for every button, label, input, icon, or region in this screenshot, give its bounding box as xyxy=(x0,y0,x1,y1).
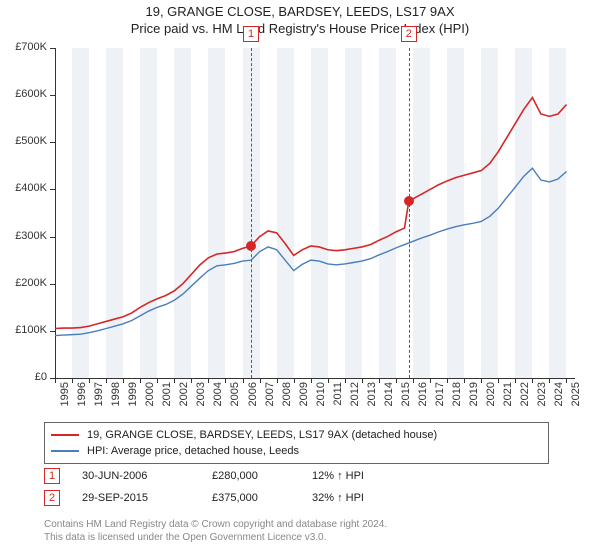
x-tick-label: 2009 xyxy=(298,382,310,422)
x-tick-label: 2018 xyxy=(451,382,463,422)
x-axis-line xyxy=(55,378,575,379)
title-subtitle: Price paid vs. HM Land Registry's House … xyxy=(0,21,600,38)
legend-item-hpi: HPI: Average price, detached house, Leed… xyxy=(51,443,542,459)
x-tick-label: 1998 xyxy=(110,382,122,422)
x-tick-label: 2015 xyxy=(400,382,412,422)
x-tick-label: 2008 xyxy=(281,382,293,422)
transaction-price: £280,000 xyxy=(212,470,312,482)
x-tick-label: 2020 xyxy=(485,382,497,422)
sale-point-2 xyxy=(404,196,414,206)
series-hpi xyxy=(55,168,566,335)
x-tick-label: 2021 xyxy=(502,382,514,422)
x-tick-label: 2022 xyxy=(519,382,531,422)
x-tick-label: 2019 xyxy=(468,382,480,422)
marker-label-2: 2 xyxy=(401,26,417,42)
y-tick-label: £700K xyxy=(0,41,47,53)
plot-area: 12 xyxy=(55,48,575,378)
footer-attribution: Contains HM Land Registry data © Crown c… xyxy=(44,518,387,544)
x-tick-label: 2002 xyxy=(178,382,190,422)
x-tick-label: 1995 xyxy=(59,382,71,422)
transaction-marker-2: 2 xyxy=(44,490,60,506)
transaction-table: 1 30-JUN-2006 £280,000 12% ↑ HPI 2 29-SE… xyxy=(44,466,432,510)
marker-label-1: 1 xyxy=(243,26,259,42)
line-series-svg xyxy=(55,48,575,378)
legend-label-price-paid: 19, GRANGE CLOSE, BARDSEY, LEEDS, LS17 9… xyxy=(87,429,437,441)
x-tick-label: 2001 xyxy=(161,382,173,422)
title-address: 19, GRANGE CLOSE, BARDSEY, LEEDS, LS17 9… xyxy=(0,4,600,21)
transaction-row: 1 30-JUN-2006 £280,000 12% ↑ HPI xyxy=(44,466,432,486)
transaction-marker-1: 1 xyxy=(44,468,60,484)
x-tick-label: 2006 xyxy=(247,382,259,422)
y-tick-label: £300K xyxy=(0,230,47,242)
x-tick-label: 2003 xyxy=(195,382,207,422)
chart-container: 19, GRANGE CLOSE, BARDSEY, LEEDS, LS17 9… xyxy=(0,0,600,560)
y-tick-label: £0 xyxy=(0,371,47,383)
marker-line-2 xyxy=(409,48,410,378)
x-tick-label: 2010 xyxy=(315,382,327,422)
x-tick-label: 2000 xyxy=(144,382,156,422)
y-tick-label: £600K xyxy=(0,88,47,100)
y-tick-label: £500K xyxy=(0,135,47,147)
transaction-date: 30-JUN-2006 xyxy=(82,470,212,482)
legend-item-price-paid: 19, GRANGE CLOSE, BARDSEY, LEEDS, LS17 9… xyxy=(51,427,542,443)
transaction-date: 29-SEP-2015 xyxy=(82,492,212,504)
sale-point-1 xyxy=(246,241,256,251)
x-tick-label: 2012 xyxy=(349,382,361,422)
x-tick-label: 2023 xyxy=(536,382,548,422)
legend-swatch-hpi xyxy=(51,450,79,452)
chart-area: 12 1995199619971998199920002001200220032… xyxy=(55,48,575,378)
transaction-diff: 12% ↑ HPI xyxy=(312,470,432,482)
y-tick-label: £400K xyxy=(0,182,47,194)
y-tick-label: £200K xyxy=(0,277,47,289)
x-tick-label: 1996 xyxy=(76,382,88,422)
y-tick-label: £100K xyxy=(0,324,47,336)
series-price_paid xyxy=(55,98,566,329)
footer-line-2: This data is licensed under the Open Gov… xyxy=(44,531,387,544)
x-tick-label: 2024 xyxy=(553,382,565,422)
x-tick-label: 2016 xyxy=(417,382,429,422)
x-tick-label: 2014 xyxy=(383,382,395,422)
title-block: 19, GRANGE CLOSE, BARDSEY, LEEDS, LS17 9… xyxy=(0,0,600,38)
footer-line-1: Contains HM Land Registry data © Crown c… xyxy=(44,518,387,531)
x-tick-label: 1999 xyxy=(127,382,139,422)
transaction-row: 2 29-SEP-2015 £375,000 32% ↑ HPI xyxy=(44,488,432,508)
legend-swatch-price-paid xyxy=(51,434,79,436)
transaction-price: £375,000 xyxy=(212,492,312,504)
x-tick-label: 2007 xyxy=(264,382,276,422)
marker-line-1 xyxy=(251,48,252,378)
x-tick-label: 2011 xyxy=(332,382,344,422)
x-tick-label: 2013 xyxy=(366,382,378,422)
legend: 19, GRANGE CLOSE, BARDSEY, LEEDS, LS17 9… xyxy=(44,422,549,464)
legend-label-hpi: HPI: Average price, detached house, Leed… xyxy=(87,445,299,457)
x-tick-label: 2005 xyxy=(229,382,241,422)
x-tick-label: 2017 xyxy=(434,382,446,422)
x-tick-label: 2004 xyxy=(212,382,224,422)
x-tick-label: 2025 xyxy=(570,382,582,422)
transaction-diff: 32% ↑ HPI xyxy=(312,492,432,504)
x-tick-label: 1997 xyxy=(93,382,105,422)
